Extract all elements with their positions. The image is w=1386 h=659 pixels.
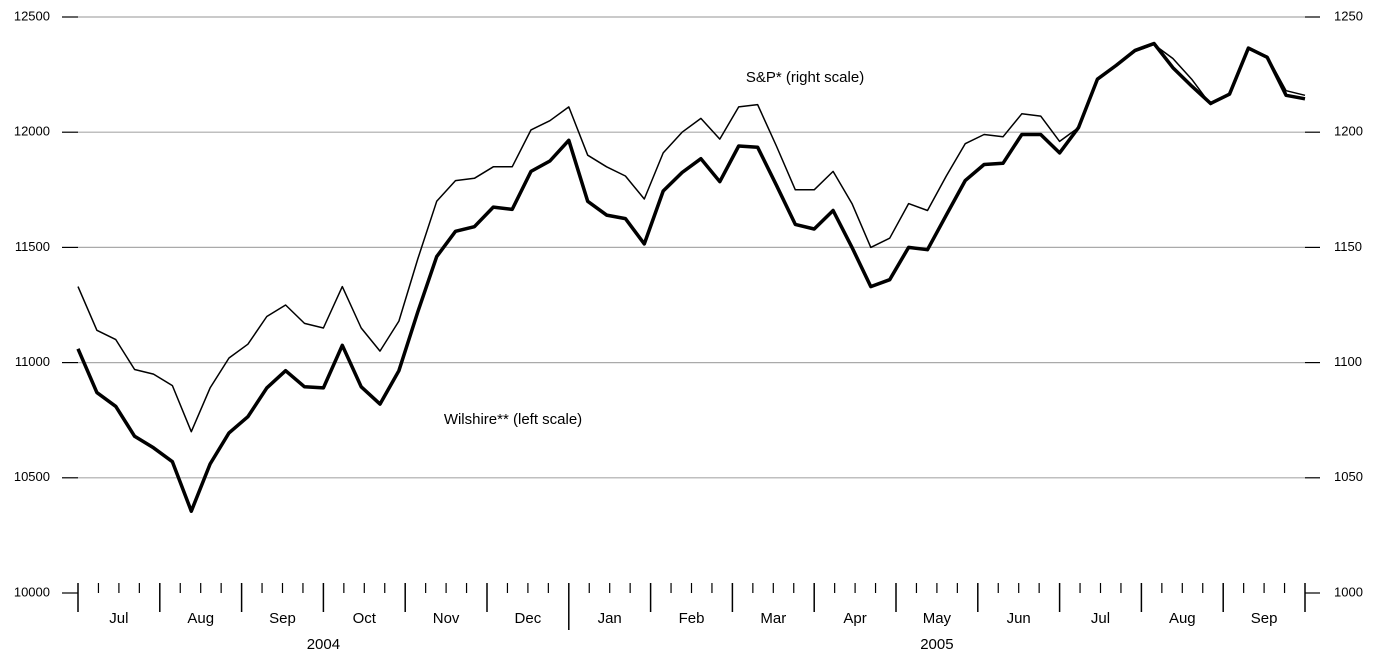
line-series xyxy=(76,41,1306,513)
year-label: 2005 xyxy=(920,636,953,653)
x-tick-label: Sep xyxy=(1251,610,1278,627)
y-tick-label: 11500 xyxy=(15,239,50,254)
x-tick-label: Aug xyxy=(187,610,214,627)
x-tick-label: Nov xyxy=(433,610,460,627)
y2-tick-label: 1100 xyxy=(1334,354,1362,369)
y-tick-label: 12500 xyxy=(14,8,50,23)
y-tick-label: 11000 xyxy=(15,354,50,369)
x-tick-label: Aug xyxy=(1169,610,1196,627)
y2-tick-label: 1250 xyxy=(1334,8,1363,23)
y-tick-label: 12000 xyxy=(14,124,50,139)
y2-tick-label: 1150 xyxy=(1334,239,1362,254)
x-tick-label: Sep xyxy=(269,610,296,627)
x-tick-label: Jul xyxy=(109,610,128,627)
year-label: 2004 xyxy=(307,636,340,653)
line-series xyxy=(77,43,1306,433)
x-tick-label: Jun xyxy=(1007,610,1031,627)
y-tick-label: 10000 xyxy=(14,584,50,599)
y2-tick-label: 1050 xyxy=(1334,469,1363,484)
annotation: S&P* (right scale) xyxy=(746,69,864,86)
x-tick-label: May xyxy=(923,610,952,627)
y-tick-label: 10500 xyxy=(14,469,50,484)
x-tick-label: Feb xyxy=(679,610,705,627)
x-tick-label: Dec xyxy=(515,610,542,627)
x-tick-label: Jan xyxy=(598,610,622,627)
y2-tick-label: 1200 xyxy=(1334,124,1363,139)
x-tick-label: Mar xyxy=(760,610,786,627)
x-tick-label: Oct xyxy=(353,610,377,627)
y2-tick-label: 1000 xyxy=(1334,584,1363,599)
annotation: Wilshire** (left scale) xyxy=(444,411,582,428)
x-tick-label: Apr xyxy=(843,610,866,627)
x-tick-label: Jul xyxy=(1091,610,1110,627)
